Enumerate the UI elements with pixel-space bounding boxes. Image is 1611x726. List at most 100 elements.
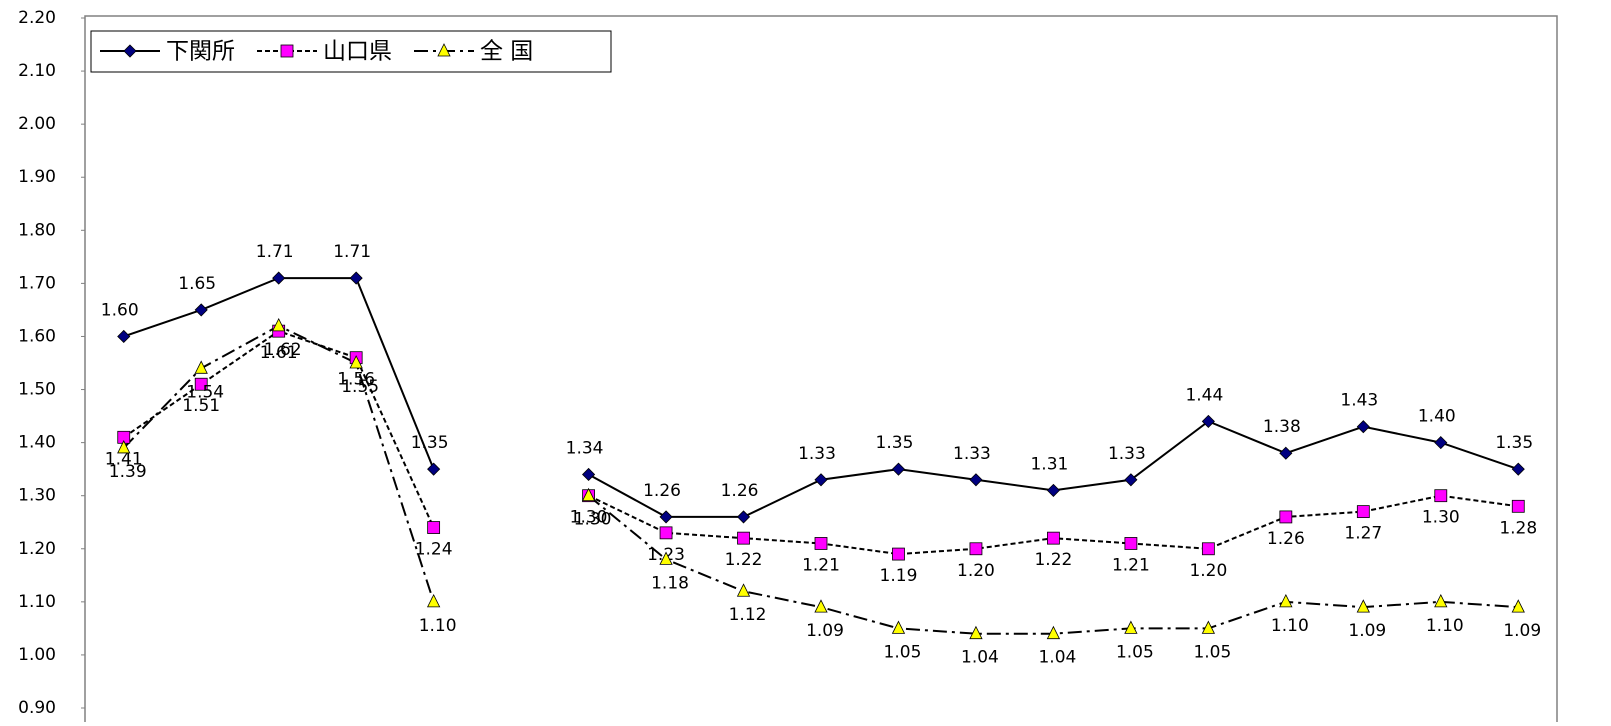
y-tick-label: 1.60 <box>18 326 56 346</box>
marker <box>1201 542 1215 556</box>
marker <box>814 537 828 550</box>
marker <box>969 473 983 487</box>
marker <box>1124 473 1138 487</box>
data-label: 1.71 <box>333 242 371 262</box>
marker <box>659 551 673 565</box>
data-label: 1.24 <box>415 540 453 560</box>
marker <box>814 473 828 487</box>
marker <box>1511 499 1525 513</box>
marker <box>891 462 906 476</box>
marker <box>272 271 286 285</box>
data-label: 1.10 <box>419 616 457 636</box>
y-tick-label: 2.20 <box>18 8 56 28</box>
data-label: 1.33 <box>1108 444 1146 464</box>
marker <box>1047 531 1060 545</box>
marker <box>891 620 906 634</box>
data-label: 1.55 <box>341 377 379 397</box>
data-label: 1.12 <box>729 605 767 625</box>
y-tick-label: 2.10 <box>18 61 56 81</box>
legend: 下関所 山口県 全 国 <box>90 30 612 73</box>
marker <box>737 531 750 545</box>
data-label: 1.19 <box>880 566 918 586</box>
marker <box>892 547 905 561</box>
data-label: 1.43 <box>1340 391 1378 411</box>
marker <box>349 271 363 285</box>
data-label: 1.35 <box>1495 433 1533 453</box>
legend-label: 全 国 <box>480 39 533 65</box>
y-tick-label: 1.30 <box>18 486 56 506</box>
marker <box>814 599 828 613</box>
marker <box>1279 593 1293 608</box>
marker <box>1356 505 1370 519</box>
data-label: 1.22 <box>1034 550 1072 570</box>
data-label: 1.38 <box>1263 417 1301 437</box>
data-label: 1.40 <box>1418 407 1456 427</box>
marker <box>1434 489 1448 503</box>
data-label: 1.05 <box>1193 642 1231 662</box>
data-label: 1.54 <box>186 382 224 402</box>
y-tick-label: 1.90 <box>18 167 56 187</box>
marker <box>1201 620 1216 634</box>
legend-label: 下関所 <box>166 39 235 65</box>
data-label: 1.10 <box>1426 616 1464 636</box>
marker <box>1201 414 1215 428</box>
marker <box>736 583 751 597</box>
marker <box>1046 483 1060 497</box>
data-label: 1.20 <box>1189 561 1227 581</box>
data-label: 1.05 <box>1116 642 1154 662</box>
data-label: 1.44 <box>1185 385 1223 405</box>
marker <box>194 303 208 317</box>
y-tick-label: 1.40 <box>18 433 56 453</box>
marker <box>736 510 751 524</box>
y-tick-label: 0.90 <box>18 698 56 718</box>
legend-box <box>90 30 612 73</box>
marker <box>1356 599 1370 613</box>
data-label: 1.30 <box>570 508 608 528</box>
marker <box>1356 420 1370 434</box>
marker <box>1434 436 1448 450</box>
marker <box>437 43 451 57</box>
marker <box>427 521 441 534</box>
marker <box>1046 625 1061 640</box>
y-tick-label: 1.00 <box>18 645 56 665</box>
marker <box>1434 593 1448 608</box>
data-label: 1.56 <box>337 370 375 390</box>
data-label: 1.30 <box>574 510 612 530</box>
data-label: 1.41 <box>105 449 143 469</box>
marker <box>659 510 673 524</box>
data-label: 1.26 <box>1267 529 1305 549</box>
marker <box>1279 510 1293 524</box>
data-label: 1.60 <box>101 300 139 320</box>
marker <box>117 329 131 344</box>
data-label: 1.33 <box>798 444 836 464</box>
marker <box>194 360 208 374</box>
data-label: 1.71 <box>256 242 294 262</box>
marker <box>123 44 137 58</box>
data-label: 1.35 <box>411 433 449 453</box>
marker <box>659 526 673 540</box>
y-tick-label: 1.70 <box>18 273 56 293</box>
marker <box>969 625 983 640</box>
y-tick-label: 1.80 <box>18 220 56 240</box>
data-label: 1.05 <box>884 642 922 662</box>
data-label: 1.09 <box>1503 621 1541 641</box>
marker <box>349 355 363 369</box>
marker <box>1279 446 1293 460</box>
marker <box>1511 599 1525 613</box>
marker <box>272 317 286 332</box>
marker <box>1124 620 1138 634</box>
y-tick-label: 1.20 <box>18 539 56 559</box>
marker <box>581 487 596 502</box>
marker <box>280 44 294 58</box>
marker <box>117 440 131 454</box>
marker <box>1511 462 1525 476</box>
data-label: 1.33 <box>953 444 991 464</box>
marker <box>1124 537 1138 550</box>
data-label: 1.62 <box>264 340 302 360</box>
data-label: 1.21 <box>802 555 840 575</box>
data-label: 1.65 <box>178 274 216 294</box>
data-label: 1.18 <box>651 573 689 593</box>
data-label: 1.09 <box>806 621 844 641</box>
y-tick-label: 1.50 <box>18 380 56 400</box>
legend-label: 山口県 <box>323 39 392 65</box>
